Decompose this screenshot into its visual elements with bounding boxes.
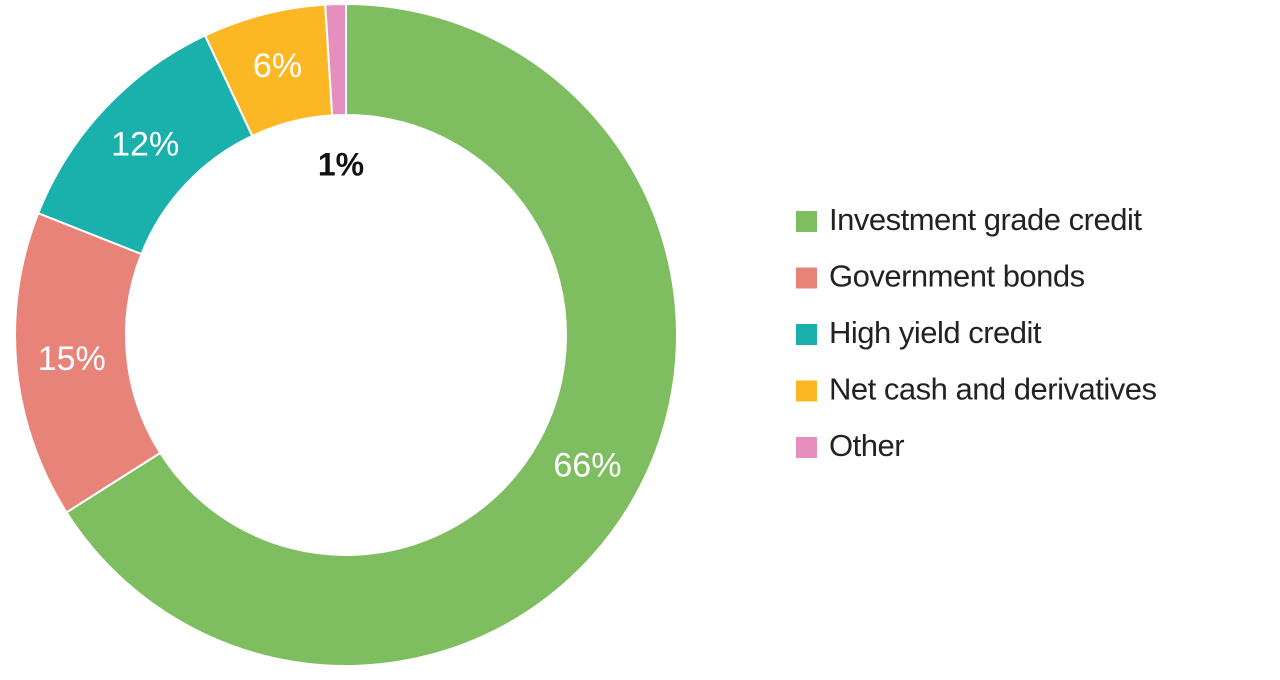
legend-swatch bbox=[796, 267, 817, 289]
value-label: 15% bbox=[38, 340, 106, 378]
legend-label: High yield credit bbox=[829, 315, 1042, 350]
donut-slice bbox=[65, 2, 678, 667]
value-label: 66% bbox=[553, 447, 621, 485]
legend: Investment grade credit Government bonds H… bbox=[796, 202, 1157, 463]
legend-label: Net cash and derivatives bbox=[829, 372, 1156, 407]
legend-swatch bbox=[796, 437, 817, 458]
legend-swatch bbox=[796, 380, 817, 402]
legend-swatch bbox=[796, 324, 817, 345]
legend-label: Investment grade credit bbox=[829, 202, 1142, 237]
value-label: 12% bbox=[111, 125, 179, 163]
value-label: 6% bbox=[253, 47, 302, 85]
legend-label: Other bbox=[829, 428, 904, 463]
legend-label: Government bonds bbox=[829, 259, 1085, 294]
donut-slice bbox=[324, 2, 347, 117]
value-label: 1% bbox=[318, 146, 364, 182]
legend-swatch bbox=[796, 211, 817, 232]
